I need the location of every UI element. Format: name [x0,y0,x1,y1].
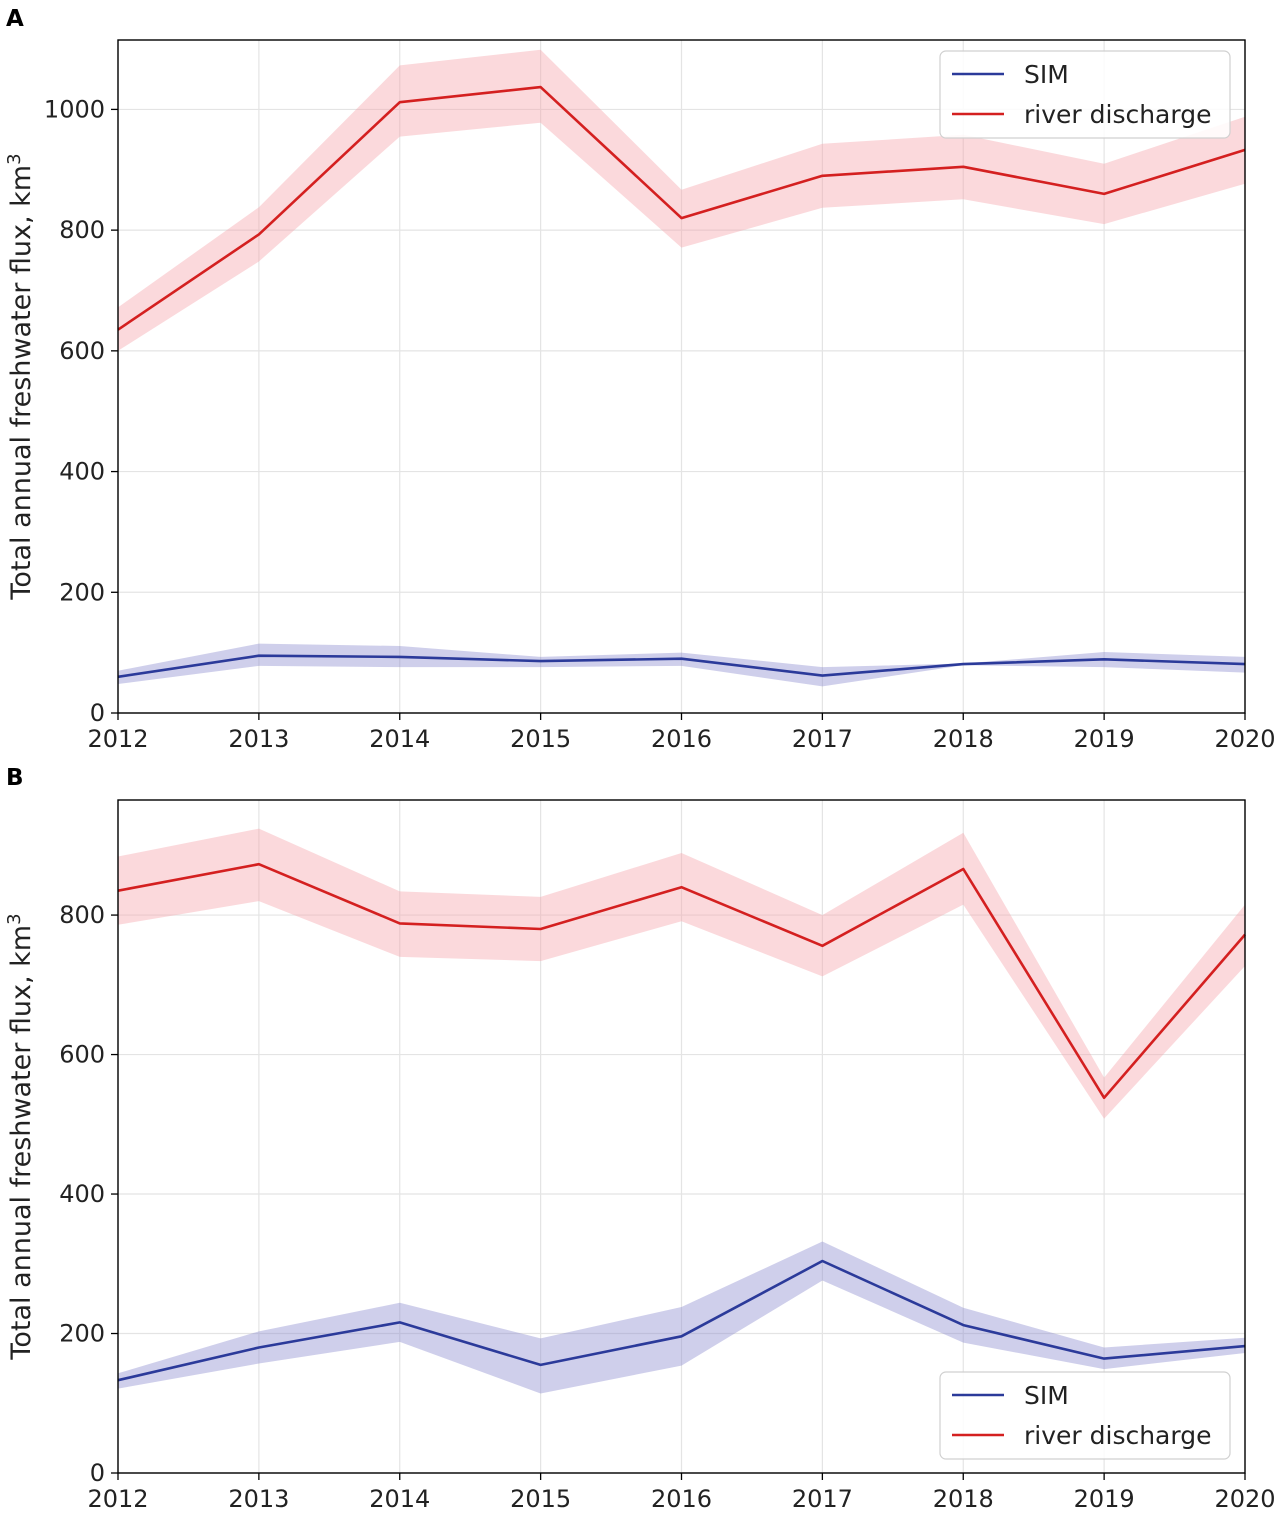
x-tick-label: 2013 [228,1485,289,1513]
legend-box [939,50,1231,139]
y-tick-label: 200 [59,578,105,606]
legend-label: river discharge [1024,100,1211,129]
panel-letter: A [6,6,24,32]
x-tick-label: 2018 [933,725,994,753]
legend-label: river discharge [1024,1421,1211,1450]
series-line [117,654,1246,679]
x-tick-label: 2019 [1074,725,1135,753]
x-axis: 2012 2013 2014 2015 2016 2017 2018 2019 2020 [87,1473,1276,1513]
legend-label: SIM [1024,1381,1069,1410]
y-axis-label: Total annual freshwater flux, km3 [4,153,37,600]
x-tick-label: 2020 [1214,725,1275,753]
x-axis: 2012 2013 2014 2015 2016 2017 2018 2019 2020 [87,713,1276,753]
x-tick-label: 2017 [792,1485,853,1513]
y-tick-label: 1000 [44,95,105,123]
x-tick-label: 2015 [510,725,571,753]
legend-label: SIM [1024,60,1069,89]
y-tick-label: 200 [59,1320,105,1348]
y-axis-label-superscript: 3 [4,913,25,924]
legend-box [939,1371,1231,1460]
y-axis-label-superscript: 3 [4,153,25,164]
x-tick-label: 2018 [933,1485,994,1513]
confidence-band [118,1241,1245,1394]
y-tick-label: 600 [59,1041,105,1069]
x-tick-label: 2016 [651,725,712,753]
y-tick-label: 800 [59,216,105,244]
series-sim [117,1241,1246,1394]
confidence-band [118,643,1245,687]
x-tick-label: 2013 [228,725,289,753]
y-axis: 0 200 400 600 800 1000 [44,95,118,727]
legend: SIM river discharge [939,1371,1231,1460]
x-tick-label: 2012 [87,1485,148,1513]
y-tick-label: 400 [59,1180,105,1208]
x-tick-label: 2017 [792,725,853,753]
y-tick-label: 600 [59,337,105,365]
x-tick-label: 2016 [651,1485,712,1513]
grid [117,40,1246,714]
y-tick-label: 800 [59,901,105,929]
legend: SIM river discharge [939,50,1231,139]
y-tick-label: 0 [90,699,105,727]
x-tick-label: 2014 [369,725,430,753]
confidence-band [118,828,1245,1119]
x-tick-label: 2015 [510,1485,571,1513]
y-axis: 0 200 400 600 800 [59,901,118,1487]
series-line [117,85,1246,331]
y-tick-label: 0 [90,1459,105,1487]
y-axis-label: Total annual freshwater flux, km3 [4,913,37,1360]
confidence-band [118,49,1245,351]
x-tick-label: 2012 [87,725,148,753]
y-tick-label: 400 [59,458,105,486]
x-tick-label: 2019 [1074,1485,1135,1513]
x-tick-label: 2014 [369,1485,430,1513]
x-tick-label: 2020 [1214,1485,1275,1513]
panel-letter: B [6,765,24,791]
series-line [117,862,1246,1100]
